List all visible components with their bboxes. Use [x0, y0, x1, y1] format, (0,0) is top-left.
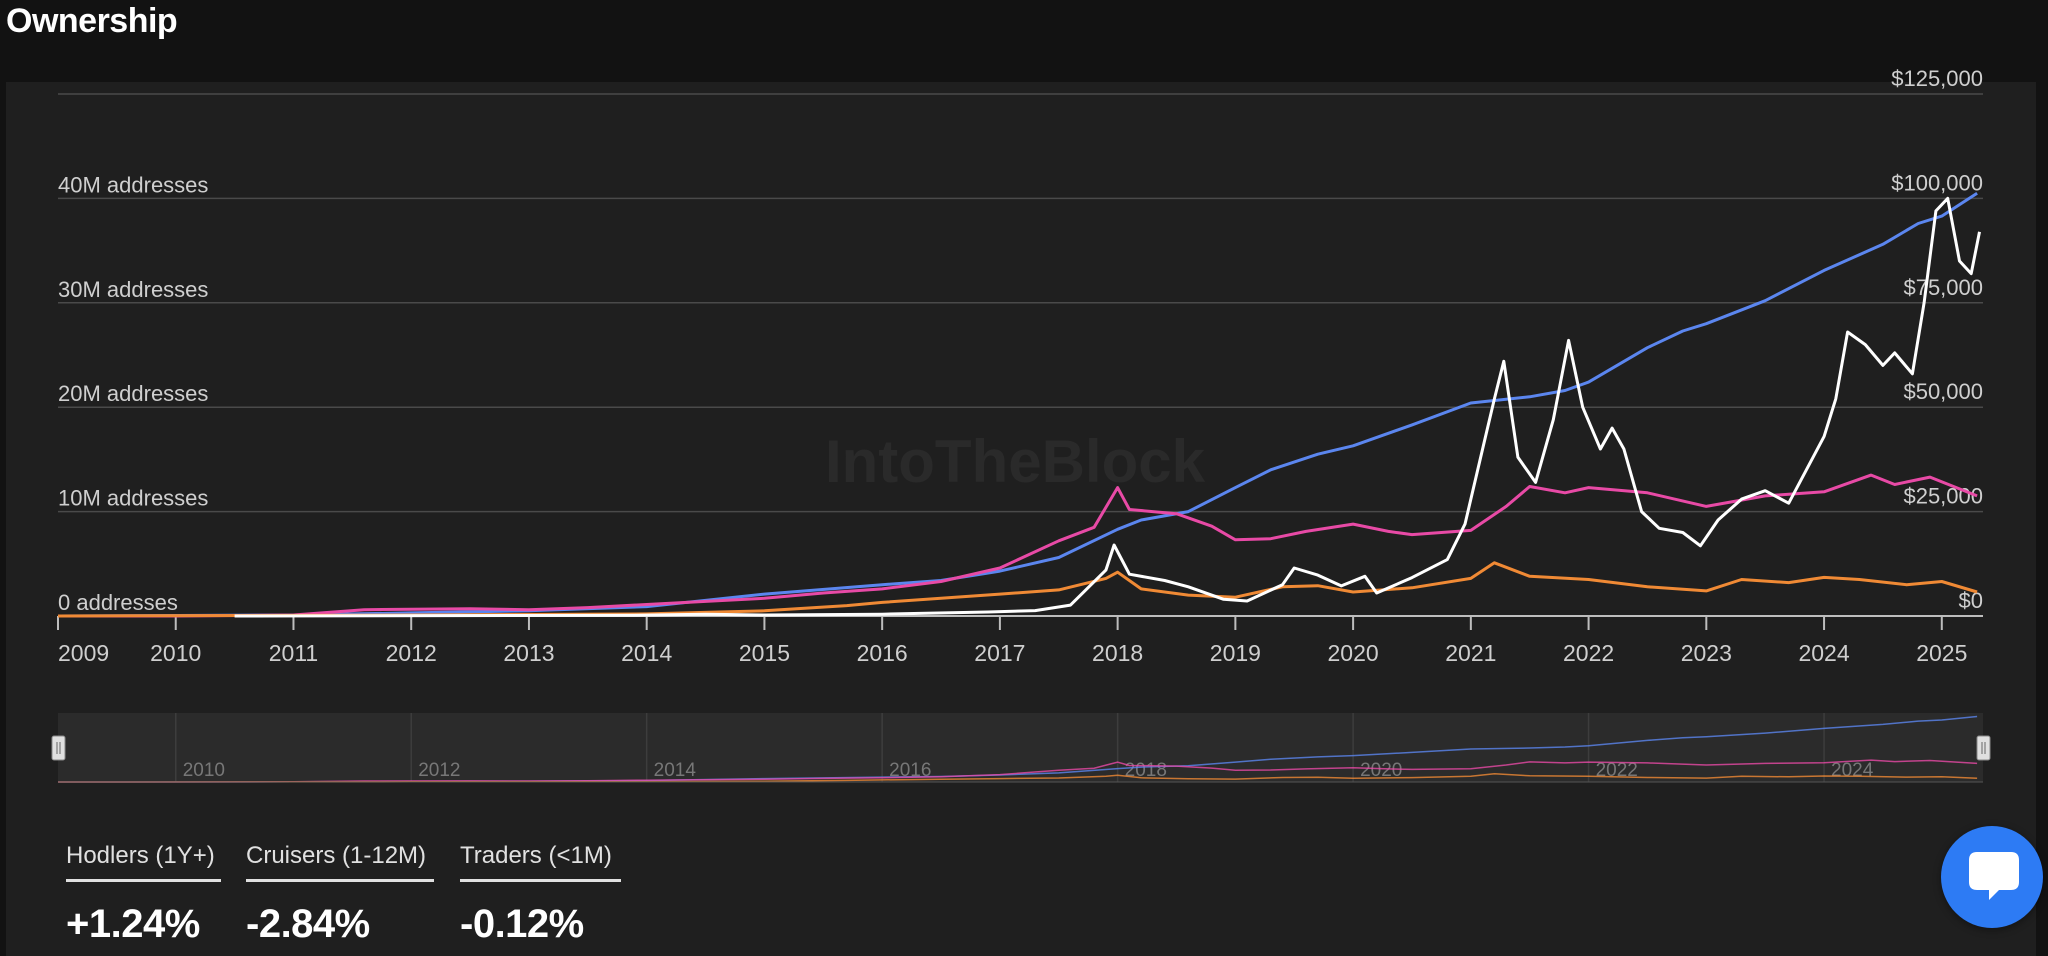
legend-item-traders[interactable]: Traders (<1M) [460, 842, 621, 882]
hodlers-line [57, 191, 1978, 618]
page-title: Ownership [6, 2, 178, 40]
y-right-tick-label: $50,000 [1903, 379, 1983, 404]
x-tick-label: 2020 [1328, 640, 1379, 666]
x-tick-label: 2016 [857, 640, 908, 666]
x-tick-label: 2019 [1210, 640, 1261, 666]
x-tick-label: 2015 [739, 640, 790, 666]
navigator-tick-label: 2016 [889, 760, 931, 781]
y-left-tick-label: 20M addresses [58, 381, 208, 406]
x-tick-label: 2023 [1681, 640, 1732, 666]
y-left-tick-label: 30M addresses [58, 277, 208, 302]
chart-panel [6, 82, 2036, 956]
navigator-tick-label: 2012 [418, 760, 460, 781]
x-tick-label: 2010 [150, 640, 201, 666]
x-tick-label: 2025 [1916, 640, 1967, 666]
x-tick-label: 2017 [974, 640, 1025, 666]
legend-label: Traders (<1M) [460, 842, 612, 869]
x-tick-label: 2014 [621, 640, 672, 666]
watermark-logo: IntoTheBlock [825, 428, 1206, 495]
y-left-tick-label: 10M addresses [58, 486, 208, 511]
x-tick-label: 2011 [269, 640, 318, 666]
series-lines [57, 191, 1981, 618]
axes: $0 $25,000 $50,000 $75,000 $100,000 $125,000 0… [57, 66, 1983, 666]
navigator-traders-line [57, 772, 1978, 783]
legend-item-hodlers[interactable]: Hodlers (1Y+) [66, 842, 221, 882]
price-line [234, 196, 1981, 618]
header: Ownership [0, 0, 2048, 82]
navigator-tick-label: 2014 [654, 760, 697, 781]
navigator-handle-right[interactable] [1976, 735, 1991, 761]
legend-item-cruisers[interactable]: Cruisers (1-12M) [246, 842, 434, 882]
y-right-tick-label: $25,000 [1903, 484, 1983, 509]
cruisers-line [58, 473, 1978, 618]
y-left-tick-label: 40M addresses [58, 172, 208, 197]
y-right-tick-label: $75,000 [1903, 275, 1983, 300]
x-tick-label: 2013 [503, 640, 554, 666]
navigator-cruisers-line [58, 759, 1978, 783]
y-right-tick-label: $100,000 [1891, 170, 1983, 195]
traders-line [57, 561, 1978, 618]
chat-bubble-icon [1969, 852, 2019, 900]
x-tick-label: 2021 [1445, 640, 1496, 666]
navigator-tick-label: 2020 [1360, 760, 1402, 781]
legend-label: Hodlers (1Y+) [66, 842, 215, 869]
x-tick-label: 2009 [58, 640, 109, 666]
legend-change-hodlers: +1.24% [66, 902, 200, 946]
y-right-tick-label: $0 [1959, 588, 1983, 613]
legend-change-traders: -0.12% [460, 902, 584, 946]
x-tick-label: 2018 [1092, 640, 1143, 666]
grid-lines [58, 93, 1983, 617]
y-left-tick-label: 0 addresses [58, 590, 178, 615]
navigator-tick-label: 2024 [1831, 760, 1874, 781]
navigator-tick-label: 2010 [183, 760, 225, 781]
legend-change-cruisers: -2.84% [246, 902, 370, 946]
navigator-tick-label: 2022 [1596, 760, 1638, 781]
x-tick-label: 2022 [1563, 640, 1614, 666]
navigator-handle-left[interactable] [51, 735, 66, 761]
navigator[interactable]: 2010 2012 2014 2016 2018 2020 2022 2024 [51, 713, 1991, 783]
y-right-tick-label: $125,000 [1891, 66, 1983, 91]
legend-label: Cruisers (1-12M) [246, 842, 427, 869]
chat-button[interactable] [1941, 826, 2043, 928]
navigator-background [58, 713, 1983, 782]
x-tick-label: 2024 [1798, 640, 1849, 666]
x-tick-label: 2012 [386, 640, 437, 666]
